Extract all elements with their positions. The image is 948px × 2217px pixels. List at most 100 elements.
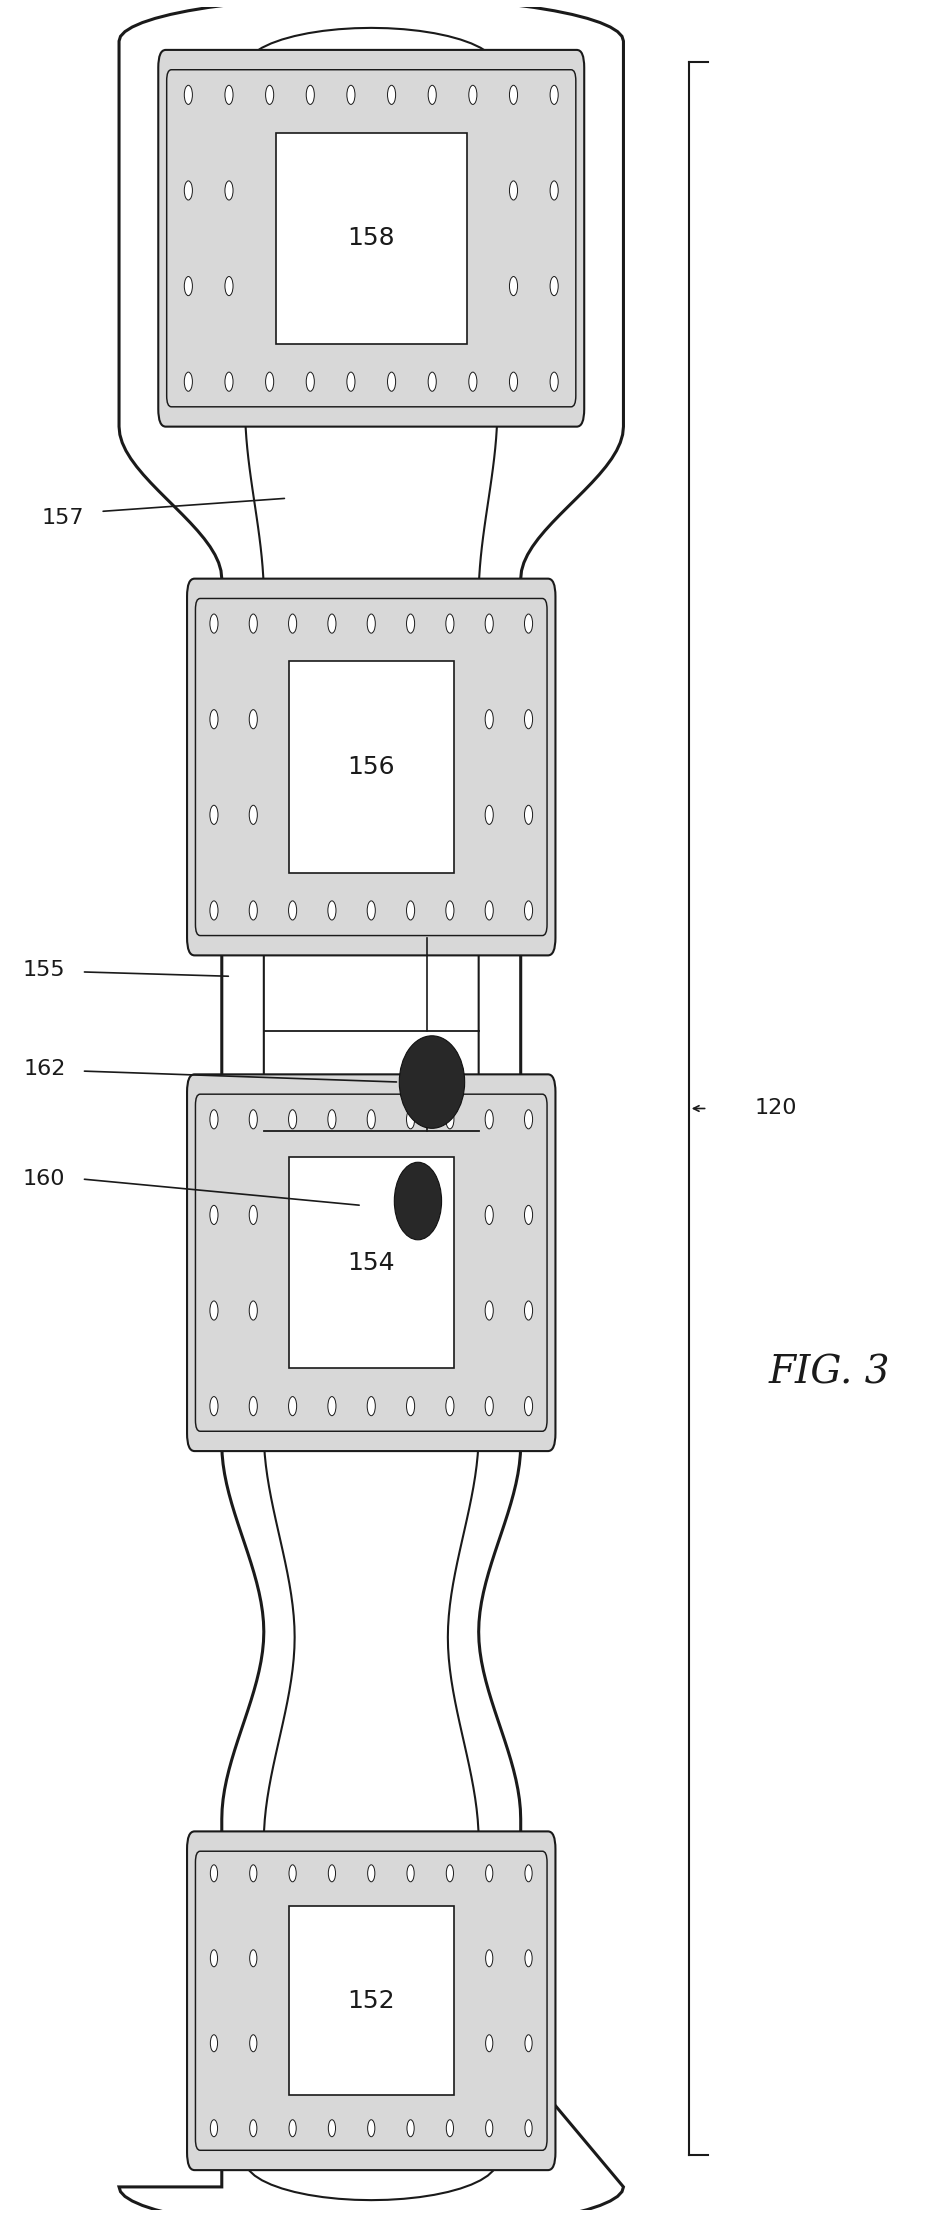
- Circle shape: [249, 900, 257, 920]
- Circle shape: [388, 84, 395, 104]
- FancyBboxPatch shape: [167, 69, 575, 406]
- Circle shape: [524, 1206, 533, 1224]
- Circle shape: [524, 1397, 533, 1417]
- Circle shape: [509, 372, 518, 390]
- Circle shape: [249, 1206, 257, 1224]
- Circle shape: [509, 182, 518, 200]
- Circle shape: [210, 805, 218, 825]
- Circle shape: [288, 1397, 297, 1417]
- Circle shape: [407, 2119, 414, 2137]
- Circle shape: [509, 277, 518, 295]
- Circle shape: [225, 182, 233, 200]
- FancyBboxPatch shape: [195, 1851, 547, 2150]
- Circle shape: [525, 2119, 532, 2137]
- Circle shape: [407, 900, 414, 920]
- Circle shape: [249, 1301, 257, 1319]
- Circle shape: [524, 614, 533, 634]
- Polygon shape: [246, 29, 498, 2199]
- Circle shape: [509, 84, 518, 104]
- Circle shape: [225, 84, 233, 104]
- Circle shape: [446, 1111, 454, 1128]
- Text: 162: 162: [23, 1060, 65, 1080]
- Circle shape: [485, 1206, 493, 1224]
- Circle shape: [265, 84, 274, 104]
- Circle shape: [265, 372, 274, 390]
- Circle shape: [524, 805, 533, 825]
- Circle shape: [368, 2119, 374, 2137]
- Circle shape: [407, 1864, 414, 1882]
- Circle shape: [225, 277, 233, 295]
- Text: 160: 160: [23, 1168, 65, 1188]
- FancyBboxPatch shape: [187, 579, 556, 956]
- Circle shape: [210, 1864, 217, 1882]
- Circle shape: [550, 182, 558, 200]
- Circle shape: [485, 709, 493, 729]
- Circle shape: [249, 614, 257, 634]
- Circle shape: [447, 2119, 453, 2137]
- Circle shape: [225, 372, 233, 390]
- Circle shape: [550, 84, 558, 104]
- Text: 156: 156: [347, 756, 395, 778]
- Circle shape: [525, 1864, 532, 1882]
- Circle shape: [210, 1949, 217, 1966]
- Circle shape: [328, 900, 336, 920]
- Polygon shape: [119, 0, 624, 2217]
- Circle shape: [447, 1864, 453, 1882]
- Circle shape: [210, 1111, 218, 1128]
- Circle shape: [446, 900, 454, 920]
- Circle shape: [485, 2119, 493, 2137]
- Circle shape: [249, 2035, 257, 2051]
- Circle shape: [288, 1111, 297, 1128]
- Text: 120: 120: [755, 1097, 796, 1120]
- Circle shape: [249, 1864, 257, 1882]
- Circle shape: [184, 182, 192, 200]
- Circle shape: [328, 1397, 336, 1417]
- Circle shape: [428, 372, 436, 390]
- Circle shape: [550, 277, 558, 295]
- Circle shape: [328, 1111, 336, 1128]
- Circle shape: [249, 805, 257, 825]
- FancyBboxPatch shape: [187, 1831, 556, 2170]
- Circle shape: [210, 709, 218, 729]
- Circle shape: [524, 1301, 533, 1319]
- Circle shape: [249, 1397, 257, 1417]
- Circle shape: [524, 1111, 533, 1128]
- Circle shape: [328, 1864, 336, 1882]
- Circle shape: [485, 614, 493, 634]
- Circle shape: [210, 1301, 218, 1319]
- Circle shape: [249, 1111, 257, 1128]
- Circle shape: [485, 1949, 493, 1966]
- Circle shape: [525, 1949, 532, 1966]
- Circle shape: [306, 372, 315, 390]
- Circle shape: [249, 709, 257, 729]
- FancyBboxPatch shape: [289, 1907, 453, 2095]
- FancyBboxPatch shape: [276, 133, 466, 344]
- Circle shape: [367, 1397, 375, 1417]
- Circle shape: [288, 900, 297, 920]
- Circle shape: [249, 1949, 257, 1966]
- Circle shape: [485, 2035, 493, 2051]
- Circle shape: [485, 900, 493, 920]
- Circle shape: [289, 2119, 296, 2137]
- Circle shape: [249, 2119, 257, 2137]
- Text: 155: 155: [23, 960, 65, 980]
- Text: 157: 157: [42, 508, 84, 528]
- Circle shape: [485, 805, 493, 825]
- Circle shape: [289, 1864, 296, 1882]
- Circle shape: [407, 1397, 414, 1417]
- Circle shape: [485, 1397, 493, 1417]
- Text: 158: 158: [347, 226, 395, 251]
- Circle shape: [328, 2119, 336, 2137]
- Text: FIG. 3: FIG. 3: [768, 1355, 890, 1392]
- Circle shape: [210, 2035, 217, 2051]
- Circle shape: [210, 2119, 217, 2137]
- Text: 152: 152: [347, 1989, 395, 2013]
- FancyBboxPatch shape: [195, 599, 547, 936]
- Circle shape: [550, 372, 558, 390]
- Circle shape: [469, 372, 477, 390]
- Circle shape: [485, 1111, 493, 1128]
- Circle shape: [469, 84, 477, 104]
- Circle shape: [210, 614, 218, 634]
- Circle shape: [485, 1864, 493, 1882]
- FancyBboxPatch shape: [289, 661, 453, 873]
